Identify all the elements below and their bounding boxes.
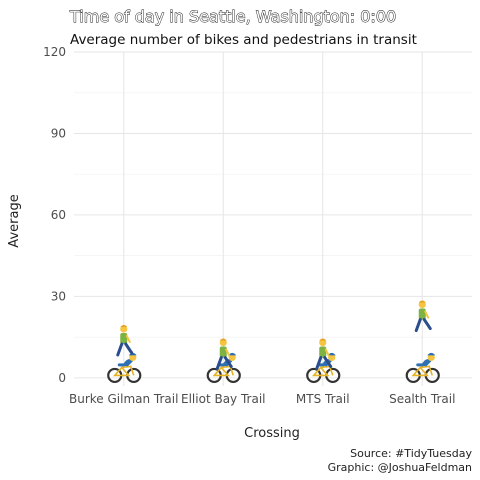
caption-source: Source: #TidyTuesday: [350, 447, 472, 460]
y-tick-label: 0: [58, 371, 66, 385]
y-tick-label: 60: [51, 208, 66, 222]
gridlines: [74, 51, 472, 386]
bike-icon: [107, 352, 142, 384]
x-axis-ticks: Burke Gilman Trail Elliot Bay Trail MTS Tr…: [69, 392, 455, 406]
x-axis-title: Crossing: [244, 426, 300, 441]
x-tick-label: Sealth Trail: [389, 392, 455, 406]
x-tick-label: Burke Gilman Trail: [69, 392, 178, 406]
y-tick-label: 90: [51, 126, 66, 140]
x-tick-label: Elliot Bay Trail: [181, 392, 265, 406]
data-marks: [107, 300, 440, 384]
chart-subtitle: Average number of bikes and pedestrians …: [70, 32, 417, 48]
pedestrian-icon: [116, 324, 134, 357]
y-axis-title: Average: [7, 194, 22, 247]
bike-icon: [405, 352, 440, 384]
caption-graphic: Graphic: @JoshuaFeldman: [328, 461, 472, 474]
y-tick-label: 120: [43, 45, 66, 59]
y-tick-label: 30: [51, 289, 66, 303]
pedestrian-icon: [215, 338, 233, 371]
pedestrian-icon: [414, 300, 432, 333]
chart-title: Time of day in Seattle, Washington: 0:00: [69, 7, 396, 26]
y-axis-ticks: 0 30 60 90 120: [43, 45, 66, 385]
x-tick-label: MTS Trail: [296, 392, 350, 406]
pedestrian-icon: [315, 338, 333, 371]
